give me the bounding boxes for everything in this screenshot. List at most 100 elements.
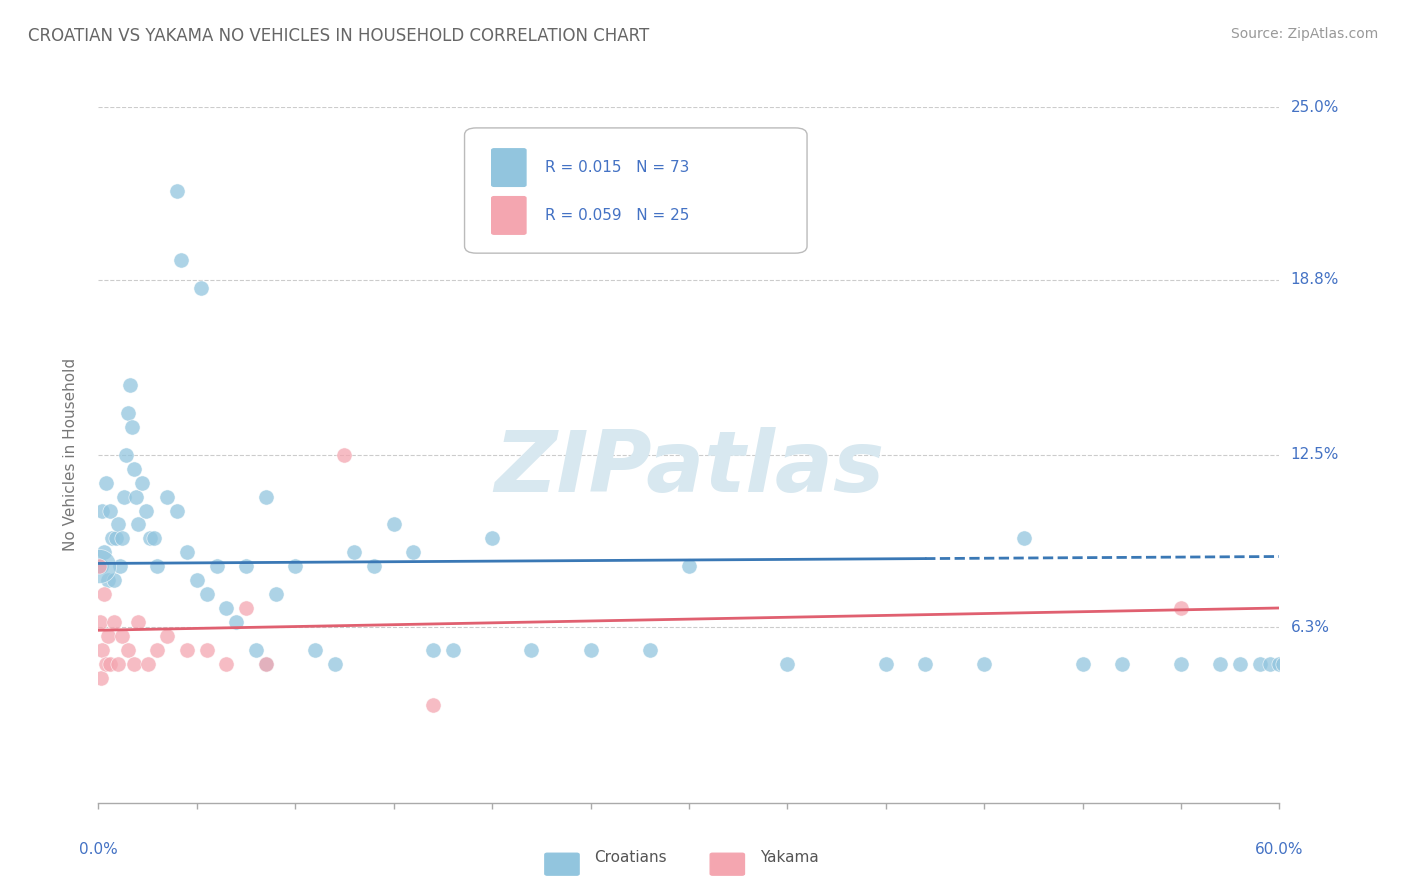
Point bbox=[89, 559, 111, 574]
Text: Croatians: Croatians bbox=[595, 849, 666, 864]
Point bbox=[90, 559, 112, 574]
Point bbox=[142, 532, 165, 546]
Point bbox=[117, 406, 139, 420]
Point bbox=[441, 642, 464, 657]
Point bbox=[1258, 657, 1281, 671]
Point bbox=[111, 629, 134, 643]
Text: Yakama: Yakama bbox=[759, 849, 818, 864]
Point bbox=[1278, 657, 1301, 671]
Point bbox=[176, 642, 198, 657]
Text: 6.3%: 6.3% bbox=[1291, 620, 1330, 635]
Point bbox=[235, 601, 257, 615]
Point bbox=[520, 642, 543, 657]
Point bbox=[87, 559, 110, 574]
Point bbox=[131, 475, 153, 490]
Point bbox=[166, 184, 188, 198]
FancyBboxPatch shape bbox=[710, 854, 744, 875]
Point bbox=[117, 642, 139, 657]
Point bbox=[96, 657, 118, 671]
Point bbox=[118, 378, 141, 392]
Point bbox=[135, 503, 157, 517]
Point bbox=[89, 559, 111, 574]
Point bbox=[97, 629, 120, 643]
Point bbox=[363, 559, 385, 574]
Point bbox=[1170, 657, 1192, 671]
Point bbox=[122, 657, 145, 671]
Point bbox=[215, 601, 238, 615]
Text: 12.5%: 12.5% bbox=[1291, 448, 1339, 462]
Point bbox=[284, 559, 307, 574]
FancyBboxPatch shape bbox=[464, 128, 807, 253]
Point bbox=[103, 573, 125, 587]
Point bbox=[481, 532, 503, 546]
Point bbox=[225, 615, 247, 629]
Point bbox=[91, 503, 114, 517]
Point bbox=[264, 587, 287, 601]
Point bbox=[107, 517, 129, 532]
Point bbox=[112, 490, 135, 504]
Point bbox=[382, 517, 405, 532]
Point bbox=[422, 642, 444, 657]
Point bbox=[254, 657, 277, 671]
Point bbox=[97, 573, 120, 587]
Point bbox=[89, 615, 111, 629]
Point bbox=[402, 545, 425, 559]
Point bbox=[91, 642, 114, 657]
Point bbox=[127, 517, 149, 532]
Point bbox=[90, 671, 112, 685]
Point bbox=[138, 532, 160, 546]
Point bbox=[146, 559, 169, 574]
Text: R = 0.015   N = 73: R = 0.015 N = 73 bbox=[546, 160, 689, 175]
Point bbox=[1170, 601, 1192, 615]
Text: 60.0%: 60.0% bbox=[1256, 842, 1303, 856]
Y-axis label: No Vehicles in Household: No Vehicles in Household bbox=[63, 359, 77, 551]
Point bbox=[333, 448, 356, 462]
Point bbox=[1071, 657, 1094, 671]
Point bbox=[1111, 657, 1133, 671]
Text: ZIPatlas: ZIPatlas bbox=[494, 427, 884, 510]
Text: 25.0%: 25.0% bbox=[1291, 100, 1339, 114]
Point bbox=[1272, 657, 1295, 671]
Point bbox=[125, 490, 148, 504]
FancyBboxPatch shape bbox=[492, 196, 526, 235]
Point bbox=[108, 559, 131, 574]
Point bbox=[93, 587, 115, 601]
Point bbox=[245, 642, 267, 657]
FancyBboxPatch shape bbox=[492, 149, 526, 186]
Point bbox=[156, 490, 179, 504]
Point bbox=[1249, 657, 1271, 671]
Point bbox=[136, 657, 159, 671]
Point bbox=[98, 657, 121, 671]
Point bbox=[304, 642, 326, 657]
Point bbox=[156, 629, 179, 643]
Text: Source: ZipAtlas.com: Source: ZipAtlas.com bbox=[1230, 27, 1378, 41]
Point bbox=[101, 532, 124, 546]
Point bbox=[235, 559, 257, 574]
FancyBboxPatch shape bbox=[546, 854, 579, 875]
Point bbox=[98, 503, 121, 517]
Point bbox=[343, 545, 366, 559]
Point bbox=[678, 559, 700, 574]
Point bbox=[146, 642, 169, 657]
Point bbox=[105, 532, 128, 546]
Point bbox=[170, 253, 193, 268]
Point bbox=[215, 657, 238, 671]
Point bbox=[1209, 657, 1232, 671]
Point bbox=[166, 503, 188, 517]
Point bbox=[121, 420, 143, 434]
Point bbox=[1268, 657, 1291, 671]
Point bbox=[89, 559, 111, 574]
Point bbox=[103, 615, 125, 629]
Point bbox=[205, 559, 228, 574]
Point bbox=[973, 657, 995, 671]
Point bbox=[422, 698, 444, 713]
Text: 18.8%: 18.8% bbox=[1291, 272, 1339, 287]
Point bbox=[776, 657, 799, 671]
Point bbox=[93, 545, 115, 559]
Point bbox=[190, 281, 212, 295]
Point bbox=[254, 490, 277, 504]
Point bbox=[195, 587, 218, 601]
Point bbox=[1229, 657, 1251, 671]
Text: 0.0%: 0.0% bbox=[79, 842, 118, 856]
Point bbox=[107, 657, 129, 671]
